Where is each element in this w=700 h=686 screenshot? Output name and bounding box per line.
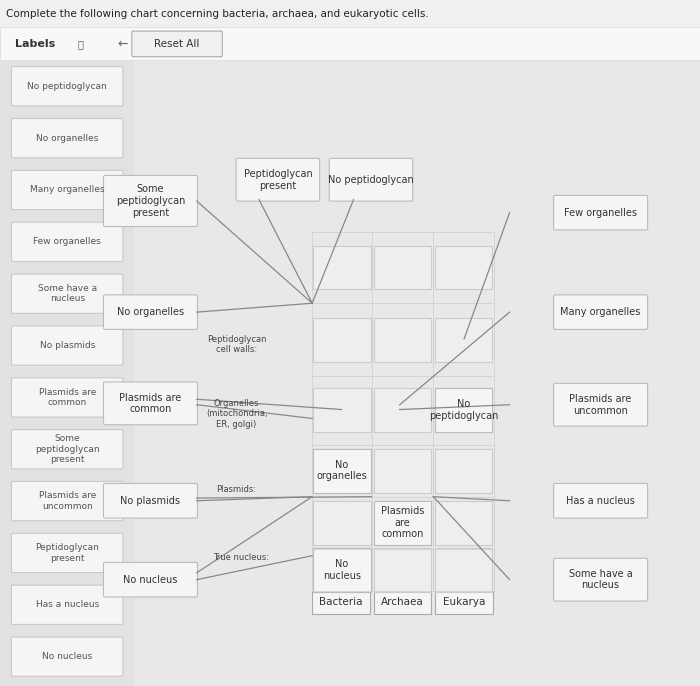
Bar [0, 0, 700, 27]
Text: Labels: Labels [15, 39, 56, 49]
Text: No
peptidoglycan: No peptidoglycan [429, 399, 498, 421]
Bar [374, 318, 431, 362]
Text: Plasmids
are
common: Plasmids are common [381, 506, 424, 539]
Bar [435, 501, 493, 545]
FancyBboxPatch shape [11, 533, 123, 573]
Bar [314, 449, 371, 493]
FancyBboxPatch shape [11, 585, 123, 624]
FancyBboxPatch shape [11, 274, 123, 314]
FancyBboxPatch shape [11, 170, 123, 210]
Bar [435, 318, 493, 362]
Bar [374, 388, 431, 432]
FancyBboxPatch shape [104, 382, 197, 425]
Bar [314, 318, 371, 362]
FancyBboxPatch shape [11, 378, 123, 417]
Bar [0, 60, 134, 686]
FancyBboxPatch shape [554, 558, 648, 601]
Text: No peptidoglycan: No peptidoglycan [27, 82, 107, 91]
Text: No plasmids: No plasmids [39, 341, 95, 350]
Bar [435, 548, 493, 592]
Bar [314, 449, 371, 493]
Text: Plasmids:: Plasmids: [216, 485, 257, 495]
Text: Peptidoglycan
present: Peptidoglycan present [35, 543, 99, 563]
Bar [314, 548, 371, 592]
Text: Few organelles: Few organelles [564, 208, 637, 217]
FancyBboxPatch shape [554, 196, 648, 230]
Text: Peptidoglycan
cell walls:: Peptidoglycan cell walls: [207, 335, 266, 354]
FancyBboxPatch shape [11, 637, 123, 676]
Text: Reset All: Reset All [155, 39, 199, 49]
Text: No peptidoglycan: No peptidoglycan [328, 175, 414, 185]
Bar [435, 388, 493, 432]
Bar [435, 246, 493, 289]
FancyBboxPatch shape [104, 176, 197, 226]
FancyBboxPatch shape [554, 484, 648, 518]
FancyBboxPatch shape [104, 563, 197, 597]
Text: No plasmids: No plasmids [120, 496, 181, 506]
FancyBboxPatch shape [11, 119, 123, 158]
Bar [374, 449, 431, 493]
Text: Some
peptidoglycan
present: Some peptidoglycan present [35, 434, 99, 464]
FancyBboxPatch shape [132, 31, 223, 57]
Text: Some have a
nucleus: Some have a nucleus [38, 284, 97, 303]
Text: Bacteria: Bacteria [319, 598, 363, 607]
Bar [312, 591, 370, 614]
Bar [374, 591, 431, 614]
Bar [314, 548, 371, 592]
FancyBboxPatch shape [11, 482, 123, 521]
FancyBboxPatch shape [11, 429, 123, 469]
Text: No organelles: No organelles [117, 307, 184, 317]
Bar [374, 501, 431, 545]
Text: No
nucleus: No nucleus [323, 559, 361, 581]
Text: Eukarya: Eukarya [443, 598, 485, 607]
FancyBboxPatch shape [11, 326, 123, 365]
Text: Many organelles: Many organelles [30, 185, 104, 195]
FancyBboxPatch shape [104, 295, 197, 329]
Bar [314, 501, 371, 545]
FancyBboxPatch shape [11, 222, 123, 261]
Bar [314, 246, 371, 289]
FancyBboxPatch shape [104, 484, 197, 518]
Text: ←: ← [117, 38, 127, 50]
Text: Complete the following chart concerning bacteria, archaea, and eukaryotic cells.: Complete the following chart concerning … [6, 9, 428, 19]
Bar [435, 591, 493, 614]
Bar [0, 27, 700, 60]
FancyBboxPatch shape [554, 295, 648, 329]
Bar [314, 388, 371, 432]
FancyBboxPatch shape [11, 67, 123, 106]
Text: No nucleus: No nucleus [42, 652, 92, 661]
Text: Some have a
nucleus: Some have a nucleus [568, 569, 633, 591]
Text: True nucleus:: True nucleus: [214, 552, 270, 562]
Text: Organelles
(mitochondria,
ER, golgi): Organelles (mitochondria, ER, golgi) [206, 399, 267, 429]
Bar [374, 501, 431, 545]
Text: Plasmids are
common: Plasmids are common [120, 392, 181, 414]
Text: Plasmids are
uncommon: Plasmids are uncommon [38, 491, 96, 511]
Text: Has a nucleus: Has a nucleus [566, 496, 635, 506]
FancyBboxPatch shape [236, 158, 320, 201]
Text: ⓘ: ⓘ [78, 39, 83, 49]
FancyBboxPatch shape [329, 158, 413, 201]
FancyBboxPatch shape [554, 383, 648, 426]
Text: Has a nucleus: Has a nucleus [36, 600, 99, 609]
Bar [435, 388, 493, 432]
Text: No
organelles: No organelles [316, 460, 368, 482]
Text: Archaea: Archaea [381, 598, 424, 607]
Bar [374, 548, 431, 592]
Bar [435, 449, 493, 493]
Text: No organelles: No organelles [36, 134, 99, 143]
Text: Peptidoglycan
present: Peptidoglycan present [244, 169, 312, 191]
Text: Plasmids are
uncommon: Plasmids are uncommon [570, 394, 631, 416]
Bar [374, 246, 431, 289]
Text: Many organelles: Many organelles [561, 307, 640, 317]
Text: Some
peptidoglycan
present: Some peptidoglycan present [116, 185, 186, 217]
Text: Few organelles: Few organelles [34, 237, 101, 246]
Text: Plasmids are
common: Plasmids are common [38, 388, 96, 407]
Text: No nucleus: No nucleus [123, 575, 178, 584]
